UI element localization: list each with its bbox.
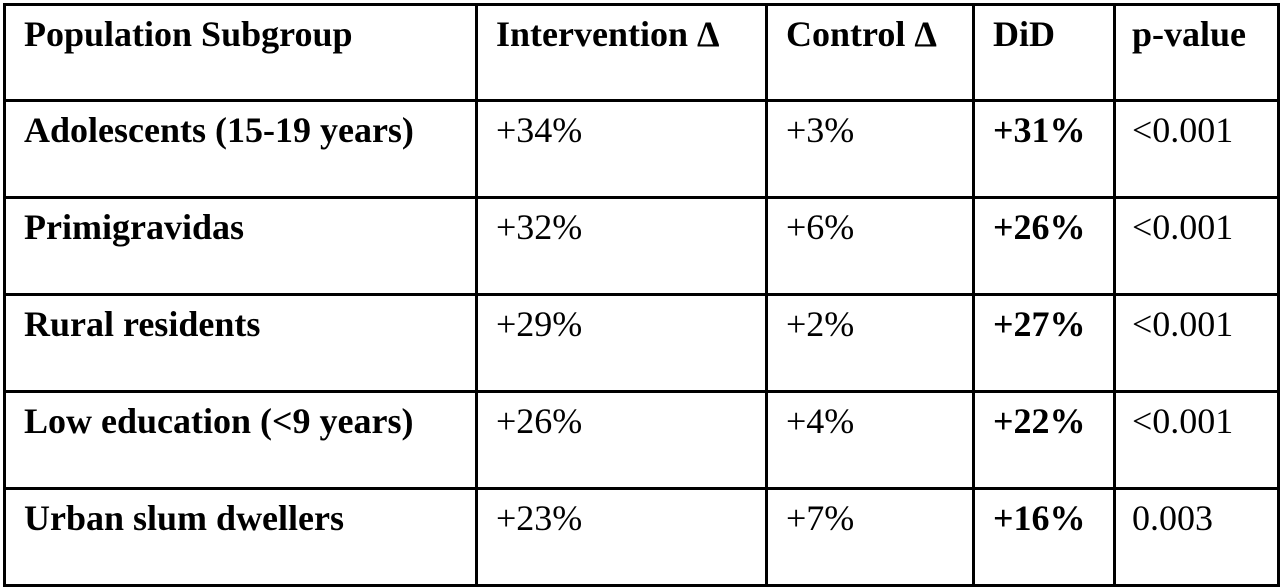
p-value-cell: <0.001 (1113, 99, 1280, 199)
control-delta-cell: +3% (765, 99, 975, 199)
header-population-subgroup: Population Subgroup (3, 3, 478, 102)
control-delta-cell: +7% (765, 487, 975, 587)
intervention-delta-cell: +23% (475, 487, 768, 587)
header-row: Population Subgroup Intervention Δ Contr… (3, 3, 1280, 102)
header-did: DiD (972, 3, 1116, 102)
p-value-cell: <0.001 (1113, 390, 1280, 490)
table-row: Primigravidas +32% +6% +26% <0.001 (3, 196, 1280, 296)
subgroup-cell: Primigravidas (3, 196, 478, 296)
did-cell: +22% (972, 390, 1116, 490)
control-delta-cell: +2% (765, 293, 975, 393)
table-row: Urban slum dwellers +23% +7% +16% 0.003 (3, 487, 1280, 587)
header-intervention-delta: Intervention Δ (475, 3, 768, 102)
intervention-delta-cell: +34% (475, 99, 768, 199)
intervention-delta-cell: +26% (475, 390, 768, 490)
table-row: Adolescents (15-19 years) +34% +3% +31% … (3, 99, 1280, 199)
table-row: Rural residents +29% +2% +27% <0.001 (3, 293, 1280, 393)
subgroup-results-table: Population Subgroup Intervention Δ Contr… (3, 3, 1280, 587)
control-delta-cell: +6% (765, 196, 975, 296)
did-cell: +27% (972, 293, 1116, 393)
intervention-delta-cell: +29% (475, 293, 768, 393)
did-cell: +16% (972, 487, 1116, 587)
did-cell: +31% (972, 99, 1116, 199)
subgroup-cell: Low education (<9 years) (3, 390, 478, 490)
intervention-delta-cell: +32% (475, 196, 768, 296)
subgroup-cell: Urban slum dwellers (3, 487, 478, 587)
did-cell: +26% (972, 196, 1116, 296)
p-value-cell: <0.001 (1113, 196, 1280, 296)
control-delta-cell: +4% (765, 390, 975, 490)
subgroup-cell: Rural residents (3, 293, 478, 393)
header-p-value: p-value (1113, 3, 1280, 102)
p-value-cell: 0.003 (1113, 487, 1280, 587)
table-row: Low education (<9 years) +26% +4% +22% <… (3, 390, 1280, 490)
p-value-cell: <0.001 (1113, 293, 1280, 393)
subgroup-cell: Adolescents (15-19 years) (3, 99, 478, 199)
header-control-delta: Control Δ (765, 3, 975, 102)
